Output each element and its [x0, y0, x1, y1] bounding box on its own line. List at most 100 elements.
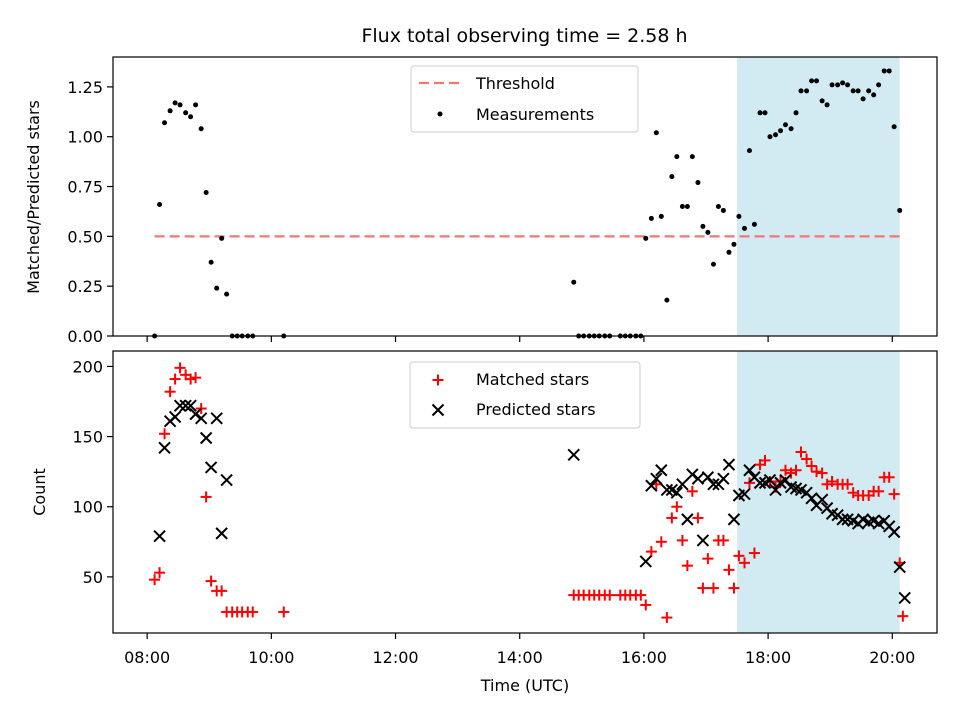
measurement-point — [167, 108, 173, 114]
matched-star-point — [640, 599, 652, 611]
predicted-star-point — [168, 410, 182, 424]
measurement-point — [705, 229, 711, 235]
measurement-point — [188, 114, 194, 120]
predicted-star-point — [779, 473, 792, 487]
predicted-star-point — [727, 513, 741, 526]
predicted-star-point — [194, 412, 208, 425]
predicted-star-point — [210, 412, 223, 425]
measurement-point — [835, 82, 841, 88]
matched-star-point — [604, 589, 616, 601]
measurement-point — [224, 291, 230, 297]
top-panel: 0.00 0.25 0.50 0.75 1.00 1.25 Matched/Predict… — [24, 56, 938, 346]
measurement-point — [773, 132, 779, 138]
matched-star-point — [185, 373, 197, 385]
measurement-point — [214, 285, 220, 291]
measurement-point — [881, 68, 887, 74]
measurement-point — [814, 78, 820, 84]
matched-star-point — [723, 564, 735, 576]
predicted-star-point — [696, 534, 710, 547]
predicted-star-point — [836, 513, 849, 526]
bottom-ytick-label: 100 — [72, 498, 103, 517]
top-ytick-label: 0.25 — [67, 277, 103, 296]
measurement-point — [689, 154, 695, 160]
measurement-point — [157, 201, 163, 207]
matched-star-point — [645, 546, 657, 558]
bottom-ytick-label: 150 — [72, 428, 103, 447]
matched-star-point — [707, 582, 719, 594]
predicted-star-point — [898, 591, 911, 605]
matched-star-point — [842, 478, 854, 490]
predicted-star-point — [722, 458, 736, 471]
bottom-legend-box — [409, 361, 641, 429]
measurement-point — [695, 180, 701, 186]
legend-matched-label: Matched stars — [476, 370, 589, 389]
matched-star-point — [873, 485, 885, 497]
predicted-star-point — [717, 472, 730, 485]
predicted-star-point — [199, 431, 213, 445]
measurement-point — [788, 126, 794, 132]
measurement-point — [679, 203, 685, 209]
legend-measurements-swatch — [437, 111, 443, 117]
x-axis-label: Time (UTC) — [480, 676, 569, 695]
measurement-point — [177, 102, 183, 108]
measurement-point — [700, 223, 706, 229]
measurement-point — [571, 279, 577, 285]
matched-star-point — [666, 512, 678, 524]
measurement-point — [203, 190, 209, 196]
matched-star-point — [159, 428, 171, 440]
matched-star-point — [676, 534, 688, 546]
predicted-star-point — [645, 479, 658, 492]
measurement-point — [208, 259, 214, 265]
matched-star-point — [278, 606, 290, 618]
matched-star-point — [200, 491, 212, 503]
predicted-star-point — [691, 472, 705, 485]
matched-star-point — [728, 582, 740, 594]
predicted-star-point — [660, 483, 674, 497]
predicted-star-point — [639, 555, 652, 568]
measurement-point — [674, 154, 680, 160]
predicted-star-point — [215, 527, 228, 540]
matched-star-point — [655, 536, 667, 548]
predicted-star-point — [805, 492, 818, 505]
bottom-panel: 50 100 150 200 08:00 10:00 12:00 14:00 16:00 18:… — [30, 350, 938, 695]
top-legend-box — [410, 65, 639, 133]
measurement-point — [757, 110, 763, 116]
matched-star-point — [635, 589, 647, 601]
matched-star-point — [247, 606, 259, 618]
measurement-point — [219, 235, 225, 241]
predicted-star-point — [743, 464, 756, 477]
matched-star-point — [686, 485, 698, 497]
bottom-xtick-label: 08:00 — [124, 648, 170, 667]
top-ytick-label: 0.00 — [67, 327, 103, 346]
measurement-point — [762, 110, 768, 116]
bottom-xtick-label: 16:00 — [621, 648, 667, 667]
predicted-star-point — [893, 560, 906, 574]
matched-star-point — [149, 574, 161, 586]
bottom-xtick-label: 10:00 — [248, 648, 294, 667]
top-ytick-label: 1.00 — [67, 128, 103, 147]
top-ytick-label: 0.75 — [67, 178, 103, 197]
matched-star-point — [190, 372, 202, 384]
measurement-point — [866, 88, 872, 94]
bottom-xtick-label: 18:00 — [745, 648, 791, 667]
measurement-point — [886, 68, 892, 74]
matched-star-point — [759, 454, 771, 466]
measurement-point — [809, 78, 815, 84]
bottom-xtick-label: 20:00 — [869, 648, 915, 667]
top-ytick-label: 1.25 — [67, 78, 103, 97]
matched-star-point — [717, 534, 729, 546]
matched-star-point — [883, 471, 895, 483]
measurement-point — [778, 128, 784, 134]
predicted-star-point — [670, 486, 684, 499]
bottom-y-axis-label: Count — [30, 468, 49, 516]
matched-star-point — [748, 547, 760, 559]
matched-star-point — [216, 585, 228, 597]
top-plot-frame — [112, 56, 938, 337]
matched-star-point — [697, 582, 709, 594]
predicted-star-point — [184, 399, 197, 412]
matched-star-point — [681, 560, 693, 572]
bottom-ytick-label: 200 — [72, 357, 103, 376]
bottom-xtick-label: 14:00 — [497, 648, 543, 667]
measurement-point — [183, 110, 189, 116]
matched-star-point — [888, 488, 900, 500]
